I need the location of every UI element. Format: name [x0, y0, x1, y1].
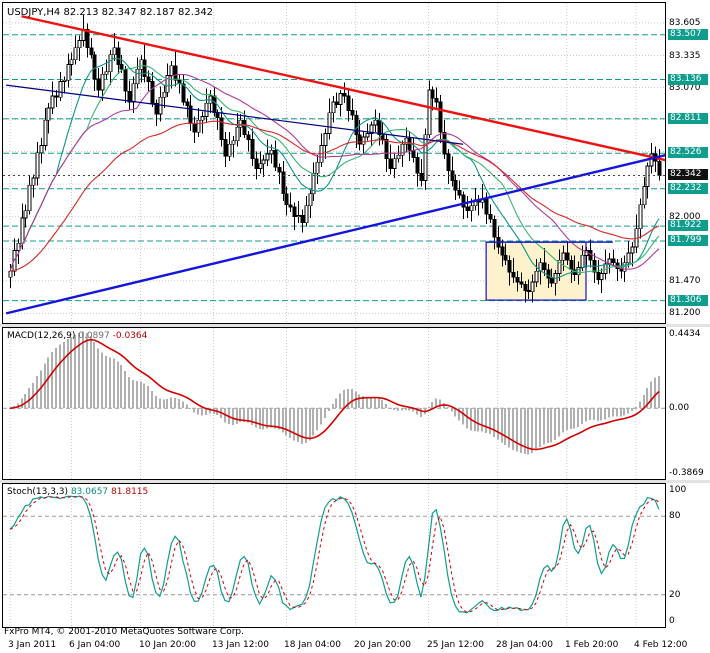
ohlc-close: 82.342 [178, 7, 214, 18]
time-axis: 3 Jan 2011 6 Jan 04:00 10 Jan 20:00 13 Jan … [0, 640, 710, 653]
stochastic-value-main: 83.0657 [70, 487, 109, 497]
moving-average-21 [9, 65, 660, 273]
time-axis-label: 18 Jan 04:00 [284, 640, 341, 650]
macd-name: MACD(12,26,9) [7, 331, 76, 341]
moving-average-34 [9, 73, 660, 272]
time-axis-label: 28 Jan 04:00 [496, 640, 553, 650]
price-level-badge: 81.799 [668, 235, 708, 246]
panel-splitter[interactable] [0, 480, 710, 483]
time-axis-label: 6 Jan 04:00 [69, 640, 121, 650]
chart-title: USDJPY,H4 82.213 82.347 82.187 82.342 [7, 7, 213, 18]
price-axis-label: 83.605 [669, 18, 701, 28]
price-axis-label: 81.470 [669, 276, 701, 286]
price-chart-canvas[interactable] [3, 3, 665, 323]
stochastic-name: Stoch(13,3,3) [7, 487, 69, 497]
price-axis-label: 81.200 [669, 308, 701, 318]
ohlc-low: 82.187 [139, 7, 175, 18]
stochastic-value-signal: 81.8115 [111, 487, 149, 497]
stoch-scale-label: 100 [669, 485, 687, 495]
macd-value-main: 0.0897 [78, 331, 110, 341]
candlestick-series [8, 15, 662, 303]
panel-splitter[interactable] [0, 324, 710, 327]
moving-average-55 [9, 120, 660, 272]
time-axis-label: 20 Jan 20:00 [354, 640, 411, 650]
price-scale: 83.605 83.335 83.070 82.000 81.470 81.200 83.5… [668, 0, 710, 653]
price-axis-label: 82.000 [669, 212, 701, 222]
stochastic-indicator-panel[interactable]: Stoch(13,3,3) 83.0657 81.8115 [2, 483, 666, 628]
time-axis-label: 3 Jan 2011 [8, 640, 57, 650]
price-level-badge: 82.526 [668, 147, 708, 158]
time-axis-label: 10 Jan 20:00 [139, 640, 196, 650]
macd-canvas[interactable] [3, 328, 665, 479]
price-level-badge: 82.232 [668, 183, 708, 194]
macd-indicator-panel[interactable]: MACD(12,26,9) 0.0897 -0.0364 [2, 327, 666, 480]
price-level-badge: 81.306 [668, 295, 708, 306]
stoch-main-line [9, 495, 660, 614]
time-axis-label: 25 Jan 12:00 [427, 640, 484, 650]
price-level-badge: 83.136 [668, 74, 708, 85]
time-axis-label: 13 Jan 12:00 [212, 640, 269, 650]
stochastic-canvas[interactable] [3, 484, 665, 627]
macd-label: MACD(12,26,9) 0.0897 -0.0364 [7, 331, 147, 341]
macd-scale-label: -0.3869 [669, 468, 704, 478]
price-axis-label: 83.070 [669, 83, 701, 93]
macd-scale-label: 0.4434 [669, 329, 701, 339]
stoch-scale-label: 80 [669, 511, 681, 521]
macd-value-signal: -0.0364 [112, 331, 148, 341]
copyright-text: FxPro MT4, © 2001-2010 MetaQuotes Softwa… [4, 627, 244, 637]
price-axis-label: 83.335 [669, 51, 701, 61]
time-axis-label: 4 Feb 12:00 [634, 640, 688, 650]
time-axis-label: 1 Feb 20:00 [565, 640, 619, 650]
price-level-badge: 82.811 [668, 113, 708, 124]
macd-scale-label: 0.00 [669, 403, 690, 413]
macd-signal-line [9, 338, 660, 451]
macd-histogram [9, 331, 660, 455]
stoch-signal-line [9, 495, 660, 613]
stoch-scale-label: 0 [669, 616, 675, 626]
price-level-badge: 81.922 [668, 220, 708, 231]
minor-descending-line[interactable] [6, 84, 464, 145]
ohlc-high: 82.347 [101, 7, 137, 18]
moving-average-13 [9, 58, 660, 279]
ohlc-open: 82.213 [63, 7, 99, 18]
price-level-badge: 83.507 [668, 29, 708, 40]
symbol-period-label: USDJPY,H4 [7, 7, 61, 18]
current-price-badge: 82.342 [668, 169, 708, 180]
stoch-grid [9, 484, 637, 627]
ascending-support-trendline[interactable] [5, 154, 665, 315]
stochastic-label: Stoch(13,3,3) 83.0657 81.8115 [7, 487, 148, 497]
price-chart-panel[interactable]: USDJPY,H4 82.213 82.347 82.187 82.342 [2, 2, 666, 324]
descending-resistance-trendline[interactable] [21, 15, 665, 162]
macd-grid [9, 328, 637, 479]
stoch-scale-label: 20 [669, 590, 681, 600]
